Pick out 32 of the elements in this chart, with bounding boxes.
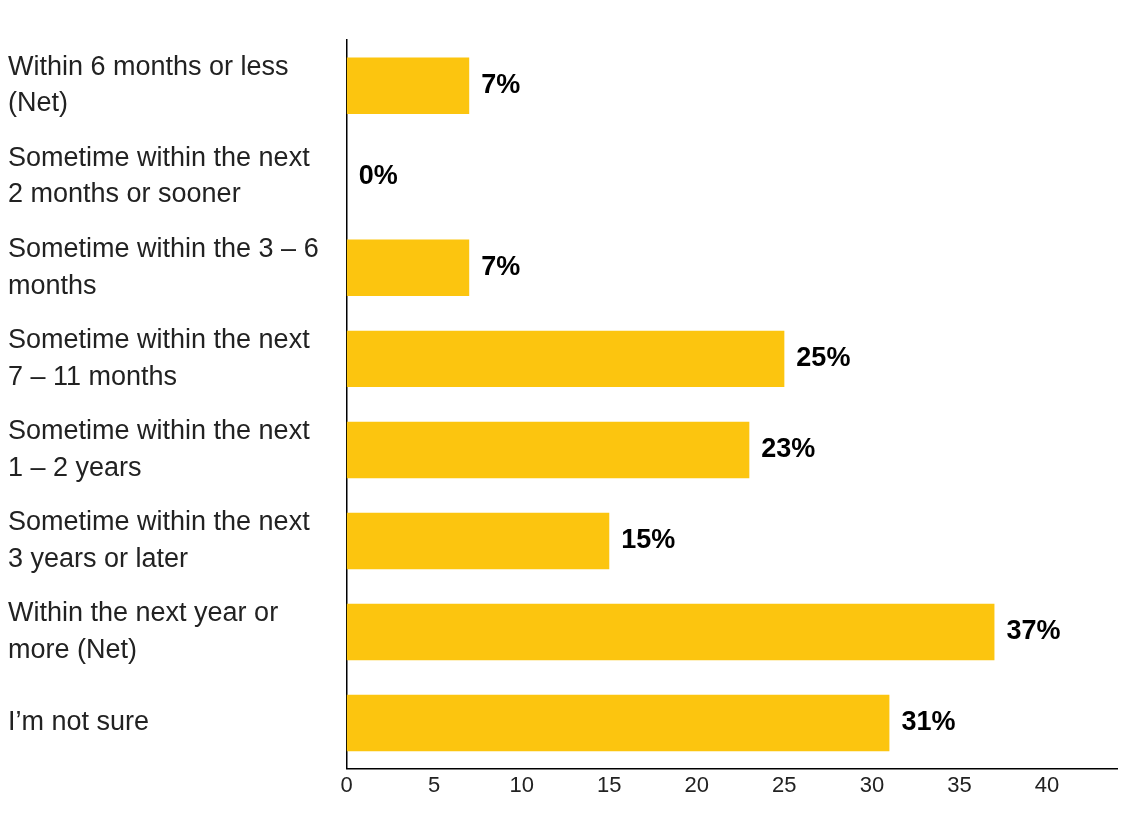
data-label: 31% <box>901 706 956 737</box>
y-tick-label: Within the next year or more (Net) <box>8 597 279 664</box>
x-tick-label: 35 <box>947 771 972 797</box>
x-tick-label: 10 <box>509 771 534 797</box>
bar <box>346 57 470 114</box>
bar <box>346 694 890 752</box>
data-label: 15% <box>621 524 676 555</box>
bar <box>346 330 785 388</box>
bar <box>346 603 995 661</box>
x-tick-label: 25 <box>772 771 797 797</box>
bar <box>346 239 470 297</box>
x-tick-label: 0 <box>340 771 353 797</box>
x-tick-label: 15 <box>597 771 622 797</box>
bar <box>346 421 750 479</box>
data-label: 23% <box>761 433 816 464</box>
bar <box>346 512 610 570</box>
y-tick-label: Sometime within the next 2 months or sooner <box>8 142 311 209</box>
y-tick-label: Sometime within the next 7 – 11 months <box>8 324 311 391</box>
y-tick-label: Sometime within the next 3 years or later <box>8 506 311 573</box>
data-label: 25% <box>796 342 851 373</box>
y-tick-label: Sometime within the next 1 – 2 years <box>8 415 311 482</box>
data-label: 7% <box>481 251 521 282</box>
x-tick-label: 40 <box>1034 771 1060 797</box>
x-tick-label: 20 <box>684 771 710 797</box>
x-tick-label: 30 <box>859 771 885 797</box>
y-tick-label: I’m not sure <box>8 706 150 737</box>
x-tick-label: 5 <box>428 771 441 797</box>
y-tick-label: Within 6 months or less (Net) <box>8 50 289 118</box>
data-label: 7% <box>481 69 521 100</box>
data-label: 0% <box>358 160 398 191</box>
data-label: 37% <box>1006 615 1061 646</box>
y-tick-label: Sometime within the 3 – 6 months <box>8 233 319 300</box>
